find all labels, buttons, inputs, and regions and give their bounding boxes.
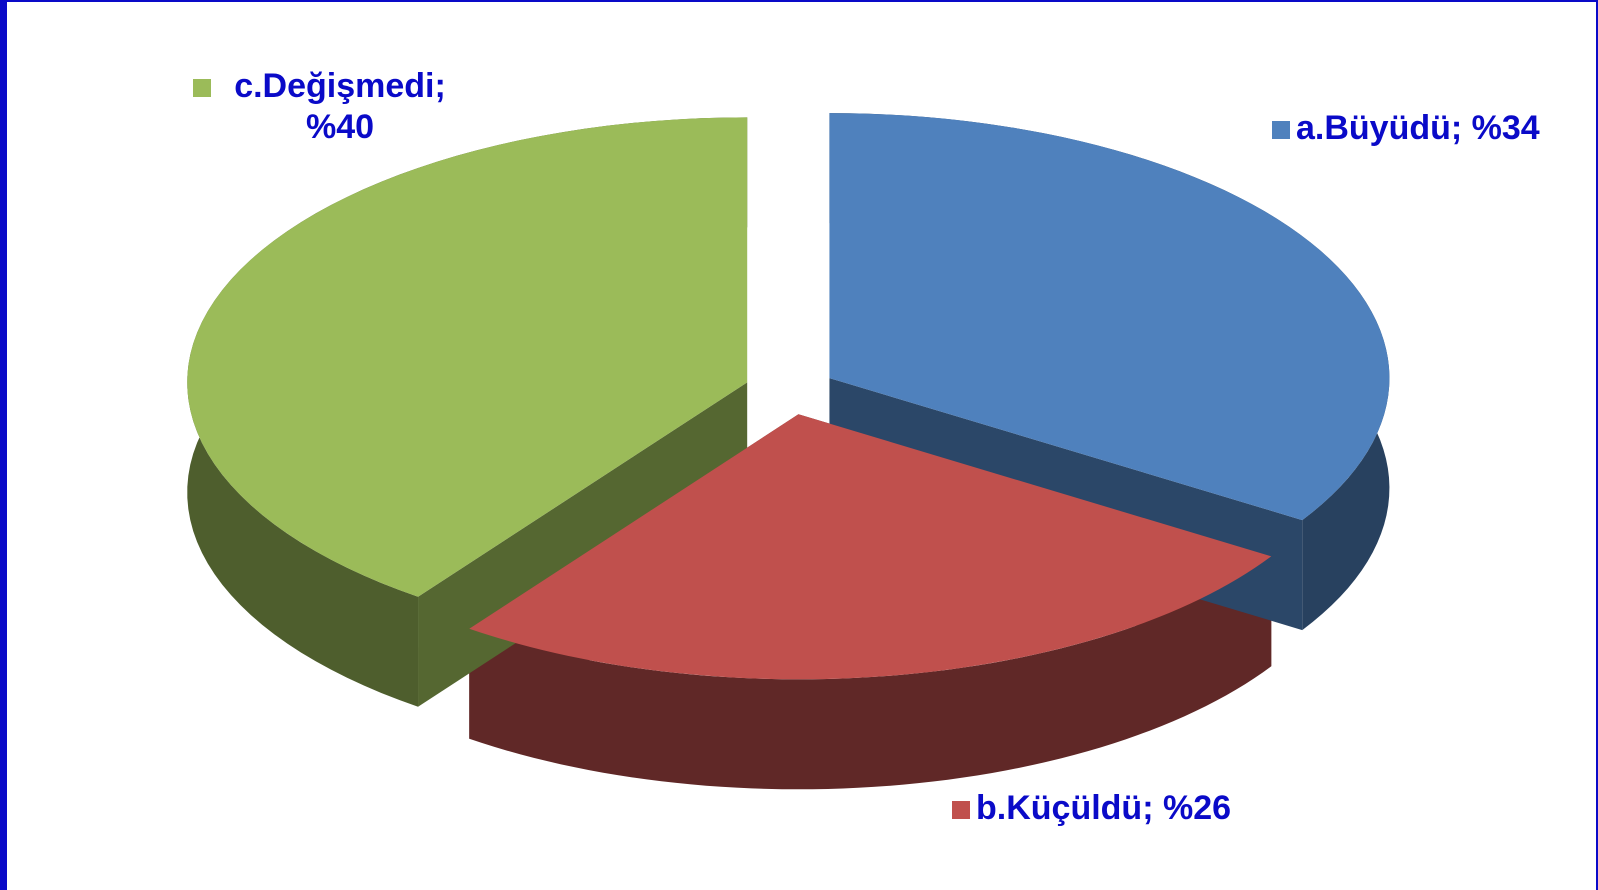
- slice-top: [469, 414, 1272, 680]
- label-key: [1272, 121, 1290, 139]
- slice-top: [187, 117, 748, 597]
- slice-top: [829, 113, 1390, 521]
- border-top: [0, 0, 1598, 2]
- data-label: a.Büyüdü; %34: [1296, 109, 1540, 147]
- data-label: c.Değişmedi; %40: [234, 67, 446, 146]
- label-key: [193, 79, 211, 97]
- border-right: [1596, 0, 1598, 890]
- border-left: [0, 0, 7, 890]
- slice-tops: [187, 113, 1390, 680]
- slice-outer-wall: [469, 556, 1272, 790]
- label-key: [952, 801, 970, 819]
- data-label: b.Küçüldü; %26: [976, 789, 1231, 827]
- labels: a.Büyüdü; %34 b.Küçüldü; %26 c.Değişmedi;%…: [193, 67, 1540, 827]
